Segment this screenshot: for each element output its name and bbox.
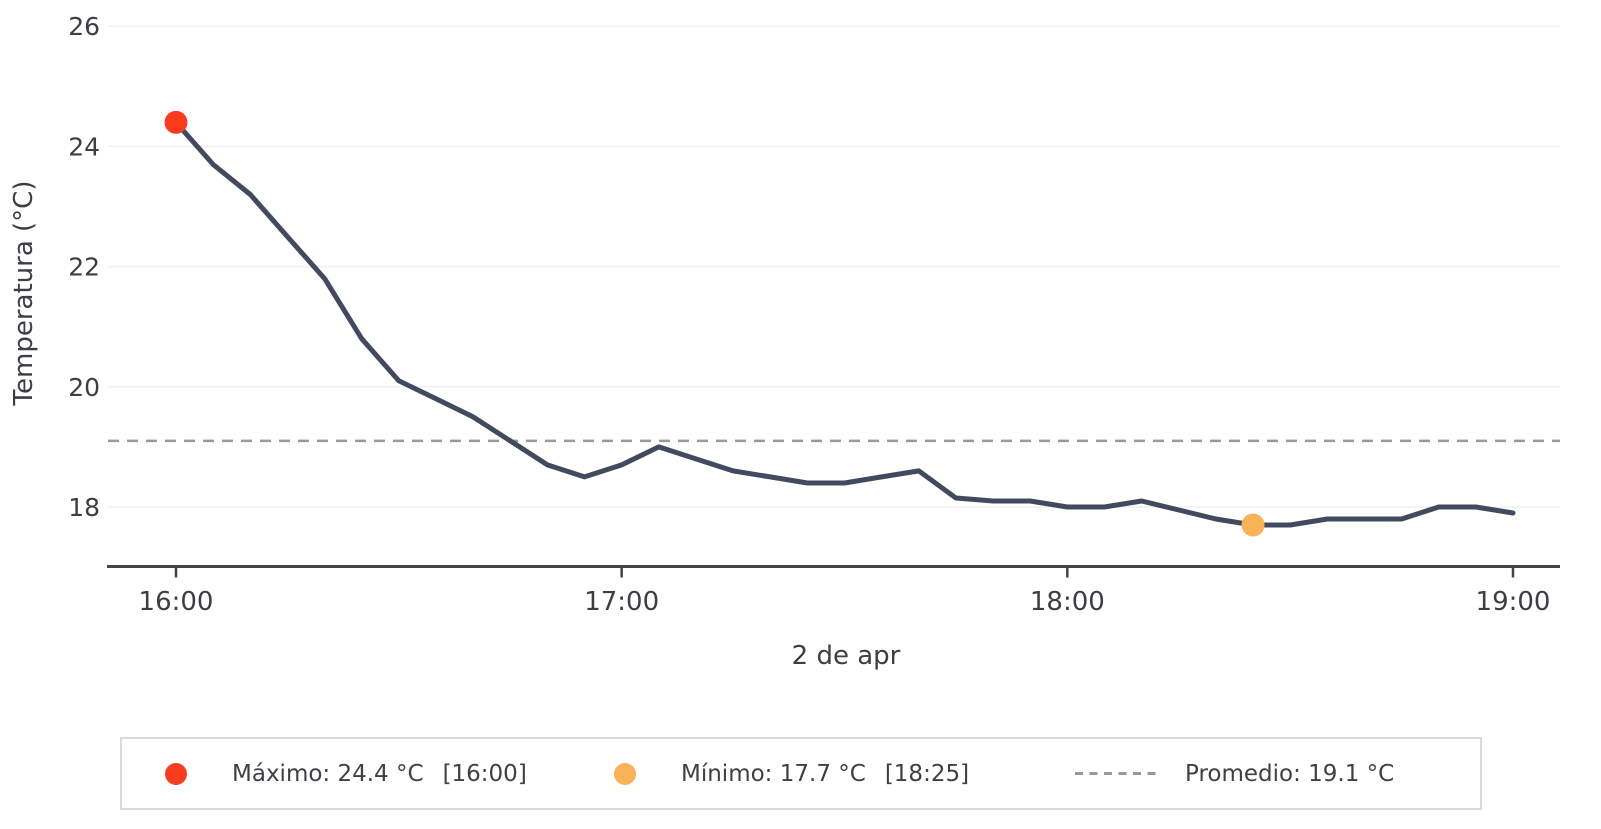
legend-min-label: Mínimo: 17.7 °C [681,760,866,787]
temperature-line-chart: 26 24 22 20 18 16:00 17:00 18:00 19:00 2 de apr Te… [9,12,1560,671]
x-tick-label: 16:00 [139,587,214,617]
legend-average-label: Promedio: 19.1 °C [1185,760,1395,787]
x-tick-label: 17:00 [584,587,659,617]
temperature-line [173,119,1516,528]
x-tick-label: 18:00 [1030,587,1105,617]
x-axis-title: 2 de apr [792,641,901,671]
y-tick-label: 20 [68,373,100,402]
x-tick-label: 19:00 [1476,587,1551,617]
legend-max-time: [16:00] [442,760,527,787]
min-marker-icon [614,762,636,785]
max-point [164,110,188,134]
legend-item-max: Máximo: 24.4 °C [16:00] [165,761,527,787]
y-tick-label: 26 [68,12,100,41]
y-tick-label: 24 [68,132,100,161]
y-tick-label: 22 [68,253,100,282]
min-point [1241,513,1265,537]
average-dashed-line-icon [1075,772,1159,775]
legend-min-time: [18:25] [884,760,970,787]
chart-legend: Máximo: 24.4 °C [16:00] Mínimo: 17.7 °C … [120,737,1482,810]
max-marker-icon [165,762,187,785]
legend-item-average: Promedio: 19.1 °C [1075,761,1394,787]
y-tick-label: 18 [68,493,100,522]
legend-item-min: Mínimo: 17.7 °C [18:25] [614,761,969,787]
y-axis-title: Temperatura (°C) [9,181,39,407]
legend-max-label: Máximo: 24.4 °C [232,760,424,787]
